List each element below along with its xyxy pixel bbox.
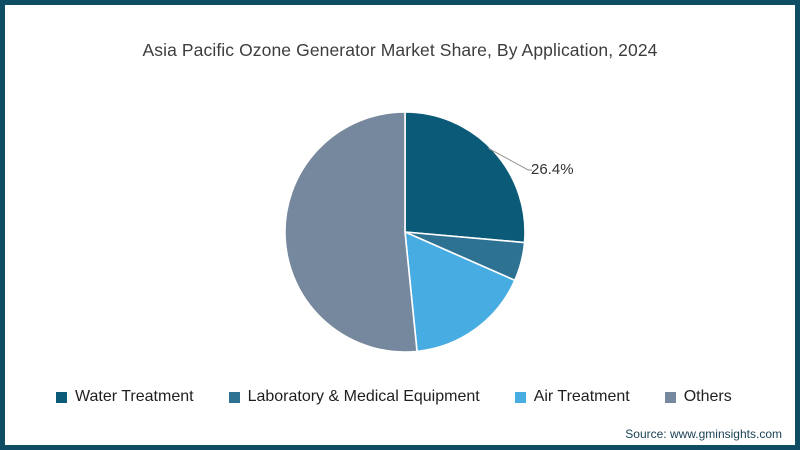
- legend: Water Treatment Laboratory & Medical Equ…: [56, 388, 732, 406]
- legend-label: Others: [683, 388, 732, 405]
- source-attribution: Source: www.gminsights.com: [625, 427, 782, 441]
- legend-label: Laboratory & Medical Equipment: [247, 388, 480, 405]
- legend-marker: [56, 391, 67, 403]
- legend-item-others[interactable]: Others: [664, 388, 732, 406]
- pie-slice[interactable]: [404, 111, 526, 244]
- legend-item-water-treatment[interactable]: Water Treatment: [56, 388, 194, 406]
- pie-chart: [284, 111, 532, 353]
- pie-slice[interactable]: [404, 231, 516, 353]
- pie-slices: [284, 111, 526, 353]
- water-treatment-share-label: 26.4%: [531, 161, 574, 178]
- legend-item-air-treatment[interactable]: Air Treatment: [514, 388, 630, 406]
- legend-label: Water Treatment: [75, 388, 194, 405]
- legend-marker: [514, 391, 526, 403]
- chart-title: Asia Pacific Ozone Generator Market Shar…: [142, 40, 658, 60]
- legend-item-laboratory-medical-equipment[interactable]: Laboratory & Medical Equipment: [228, 388, 480, 406]
- legend-marker: [228, 391, 240, 403]
- legend-marker: [664, 391, 676, 403]
- label-leader-line: [488, 147, 532, 171]
- legend-label: Air Treatment: [533, 388, 630, 405]
- pie-slice[interactable]: [284, 111, 418, 353]
